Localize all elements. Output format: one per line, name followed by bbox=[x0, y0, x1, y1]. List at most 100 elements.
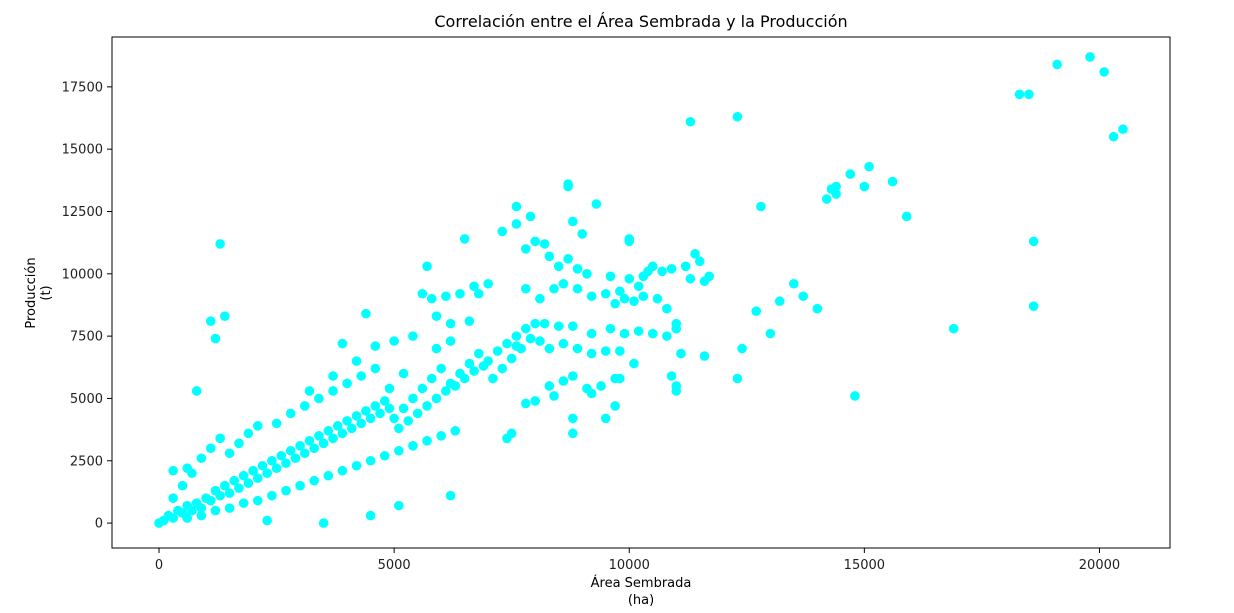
data-point bbox=[224, 448, 235, 459]
data-point bbox=[441, 386, 451, 396]
data-point bbox=[624, 273, 635, 284]
data-point bbox=[243, 428, 254, 439]
data-point bbox=[473, 288, 484, 299]
data-point bbox=[408, 441, 418, 451]
data-point bbox=[549, 283, 559, 294]
data-point bbox=[671, 386, 682, 396]
data-point bbox=[586, 328, 597, 339]
data-point bbox=[431, 393, 442, 404]
data-point bbox=[563, 254, 573, 264]
data-point bbox=[445, 318, 456, 329]
data-point bbox=[304, 386, 315, 396]
data-point bbox=[600, 288, 611, 299]
data-point bbox=[544, 343, 555, 354]
data-point bbox=[412, 408, 423, 419]
data-point bbox=[436, 363, 446, 374]
data-point bbox=[459, 234, 470, 244]
data-point bbox=[205, 443, 216, 454]
data-point bbox=[662, 303, 672, 314]
data-point bbox=[502, 338, 512, 349]
data-point bbox=[234, 483, 244, 493]
data-point bbox=[586, 291, 597, 302]
data-point bbox=[356, 371, 367, 381]
data-point bbox=[295, 441, 305, 451]
data-point bbox=[191, 386, 202, 396]
data-point bbox=[422, 401, 432, 411]
data-point bbox=[521, 398, 531, 409]
data-point bbox=[314, 393, 324, 404]
data-point bbox=[812, 303, 823, 314]
data-point bbox=[732, 111, 743, 122]
data-point bbox=[328, 371, 338, 381]
data-point bbox=[262, 468, 272, 479]
data-point bbox=[267, 455, 277, 466]
data-point bbox=[563, 181, 573, 192]
data-point bbox=[666, 371, 677, 381]
data-point bbox=[210, 505, 221, 516]
data-point bbox=[572, 264, 583, 274]
data-point bbox=[549, 391, 559, 401]
data-point bbox=[600, 413, 611, 424]
data-point bbox=[568, 428, 578, 439]
x-tick-label: 20000 bbox=[1079, 558, 1120, 573]
data-point bbox=[304, 436, 315, 446]
data-point bbox=[887, 176, 898, 187]
data-point bbox=[215, 239, 225, 249]
data-point bbox=[492, 346, 503, 356]
data-point bbox=[469, 281, 479, 292]
data-point bbox=[224, 503, 235, 513]
data-point bbox=[690, 249, 700, 259]
data-point bbox=[351, 460, 362, 471]
data-point bbox=[271, 418, 282, 429]
data-point bbox=[243, 478, 254, 488]
data-point bbox=[483, 356, 493, 366]
data-point bbox=[384, 383, 395, 394]
data-point bbox=[394, 445, 404, 456]
data-point bbox=[379, 450, 390, 461]
y-axis-unit: (t) bbox=[39, 285, 54, 300]
data-point bbox=[309, 443, 320, 454]
data-point bbox=[267, 490, 277, 501]
data-point bbox=[337, 465, 348, 476]
data-point bbox=[1099, 67, 1109, 77]
x-axis-ticks: 0 5000 10000 15000 20000 bbox=[155, 548, 1120, 573]
data-point bbox=[351, 411, 362, 421]
data-point bbox=[314, 431, 324, 441]
data-point bbox=[431, 343, 442, 354]
data-point bbox=[234, 438, 244, 449]
data-point bbox=[262, 515, 272, 526]
data-point bbox=[511, 341, 522, 351]
data-point bbox=[464, 316, 475, 326]
data-point bbox=[370, 401, 381, 411]
data-point bbox=[652, 293, 663, 304]
data-point bbox=[365, 510, 376, 521]
data-point bbox=[506, 353, 517, 364]
data-point bbox=[521, 323, 531, 334]
data-point bbox=[530, 396, 540, 406]
data-point bbox=[1028, 301, 1039, 312]
data-point bbox=[591, 199, 602, 209]
data-point bbox=[252, 495, 263, 506]
data-point bbox=[1052, 59, 1062, 70]
data-point bbox=[389, 413, 399, 424]
data-point bbox=[647, 261, 658, 272]
data-point bbox=[530, 236, 540, 247]
data-point bbox=[530, 318, 540, 329]
data-point bbox=[666, 264, 677, 274]
data-point bbox=[417, 383, 428, 394]
data-point bbox=[431, 311, 442, 321]
data-point bbox=[831, 181, 841, 192]
data-point bbox=[619, 328, 630, 339]
data-point bbox=[1085, 52, 1095, 62]
data-point bbox=[323, 470, 334, 481]
data-point bbox=[436, 431, 446, 441]
data-point bbox=[765, 328, 776, 339]
data-point bbox=[572, 343, 583, 354]
data-point bbox=[426, 293, 437, 304]
data-point bbox=[252, 473, 263, 484]
data-point bbox=[488, 373, 498, 384]
data-point bbox=[596, 381, 606, 391]
data-point bbox=[295, 480, 305, 491]
data-point bbox=[629, 296, 639, 307]
data-point bbox=[629, 358, 639, 369]
